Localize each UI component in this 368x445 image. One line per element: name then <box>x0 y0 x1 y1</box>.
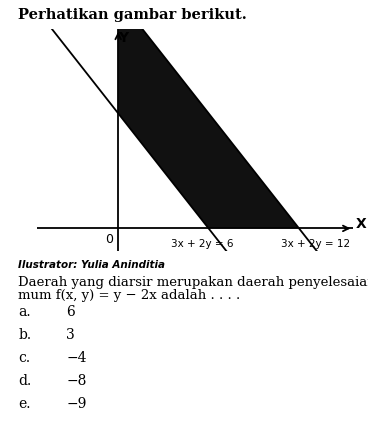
Text: Ilustrator: Yulia Aninditia: Ilustrator: Yulia Aninditia <box>18 260 165 270</box>
Text: e.: e. <box>18 397 31 411</box>
Text: c.: c. <box>18 351 31 365</box>
Text: 0: 0 <box>105 233 113 246</box>
Text: a.: a. <box>18 305 31 319</box>
Text: −9: −9 <box>66 397 86 411</box>
Text: 6: 6 <box>66 305 75 319</box>
Text: Perhatikan gambar berikut.: Perhatikan gambar berikut. <box>18 8 247 22</box>
Text: 3x + 2y = 6: 3x + 2y = 6 <box>171 239 233 249</box>
Text: Y: Y <box>118 31 129 45</box>
Text: 3x + 2y = 12: 3x + 2y = 12 <box>281 239 350 249</box>
Text: −4: −4 <box>66 351 87 365</box>
Text: mum f(x, y) = y − 2x adalah . . . .: mum f(x, y) = y − 2x adalah . . . . <box>18 289 241 302</box>
Text: Daerah yang diarsir merupakan daerah penyelesaian suatu sistem pertidaksamaan. N: Daerah yang diarsir merupakan daerah pen… <box>18 276 368 289</box>
Text: d.: d. <box>18 374 32 388</box>
Text: X: X <box>355 217 366 231</box>
Polygon shape <box>118 29 299 228</box>
Text: b.: b. <box>18 328 32 342</box>
Text: 3: 3 <box>66 328 75 342</box>
Text: −8: −8 <box>66 374 86 388</box>
